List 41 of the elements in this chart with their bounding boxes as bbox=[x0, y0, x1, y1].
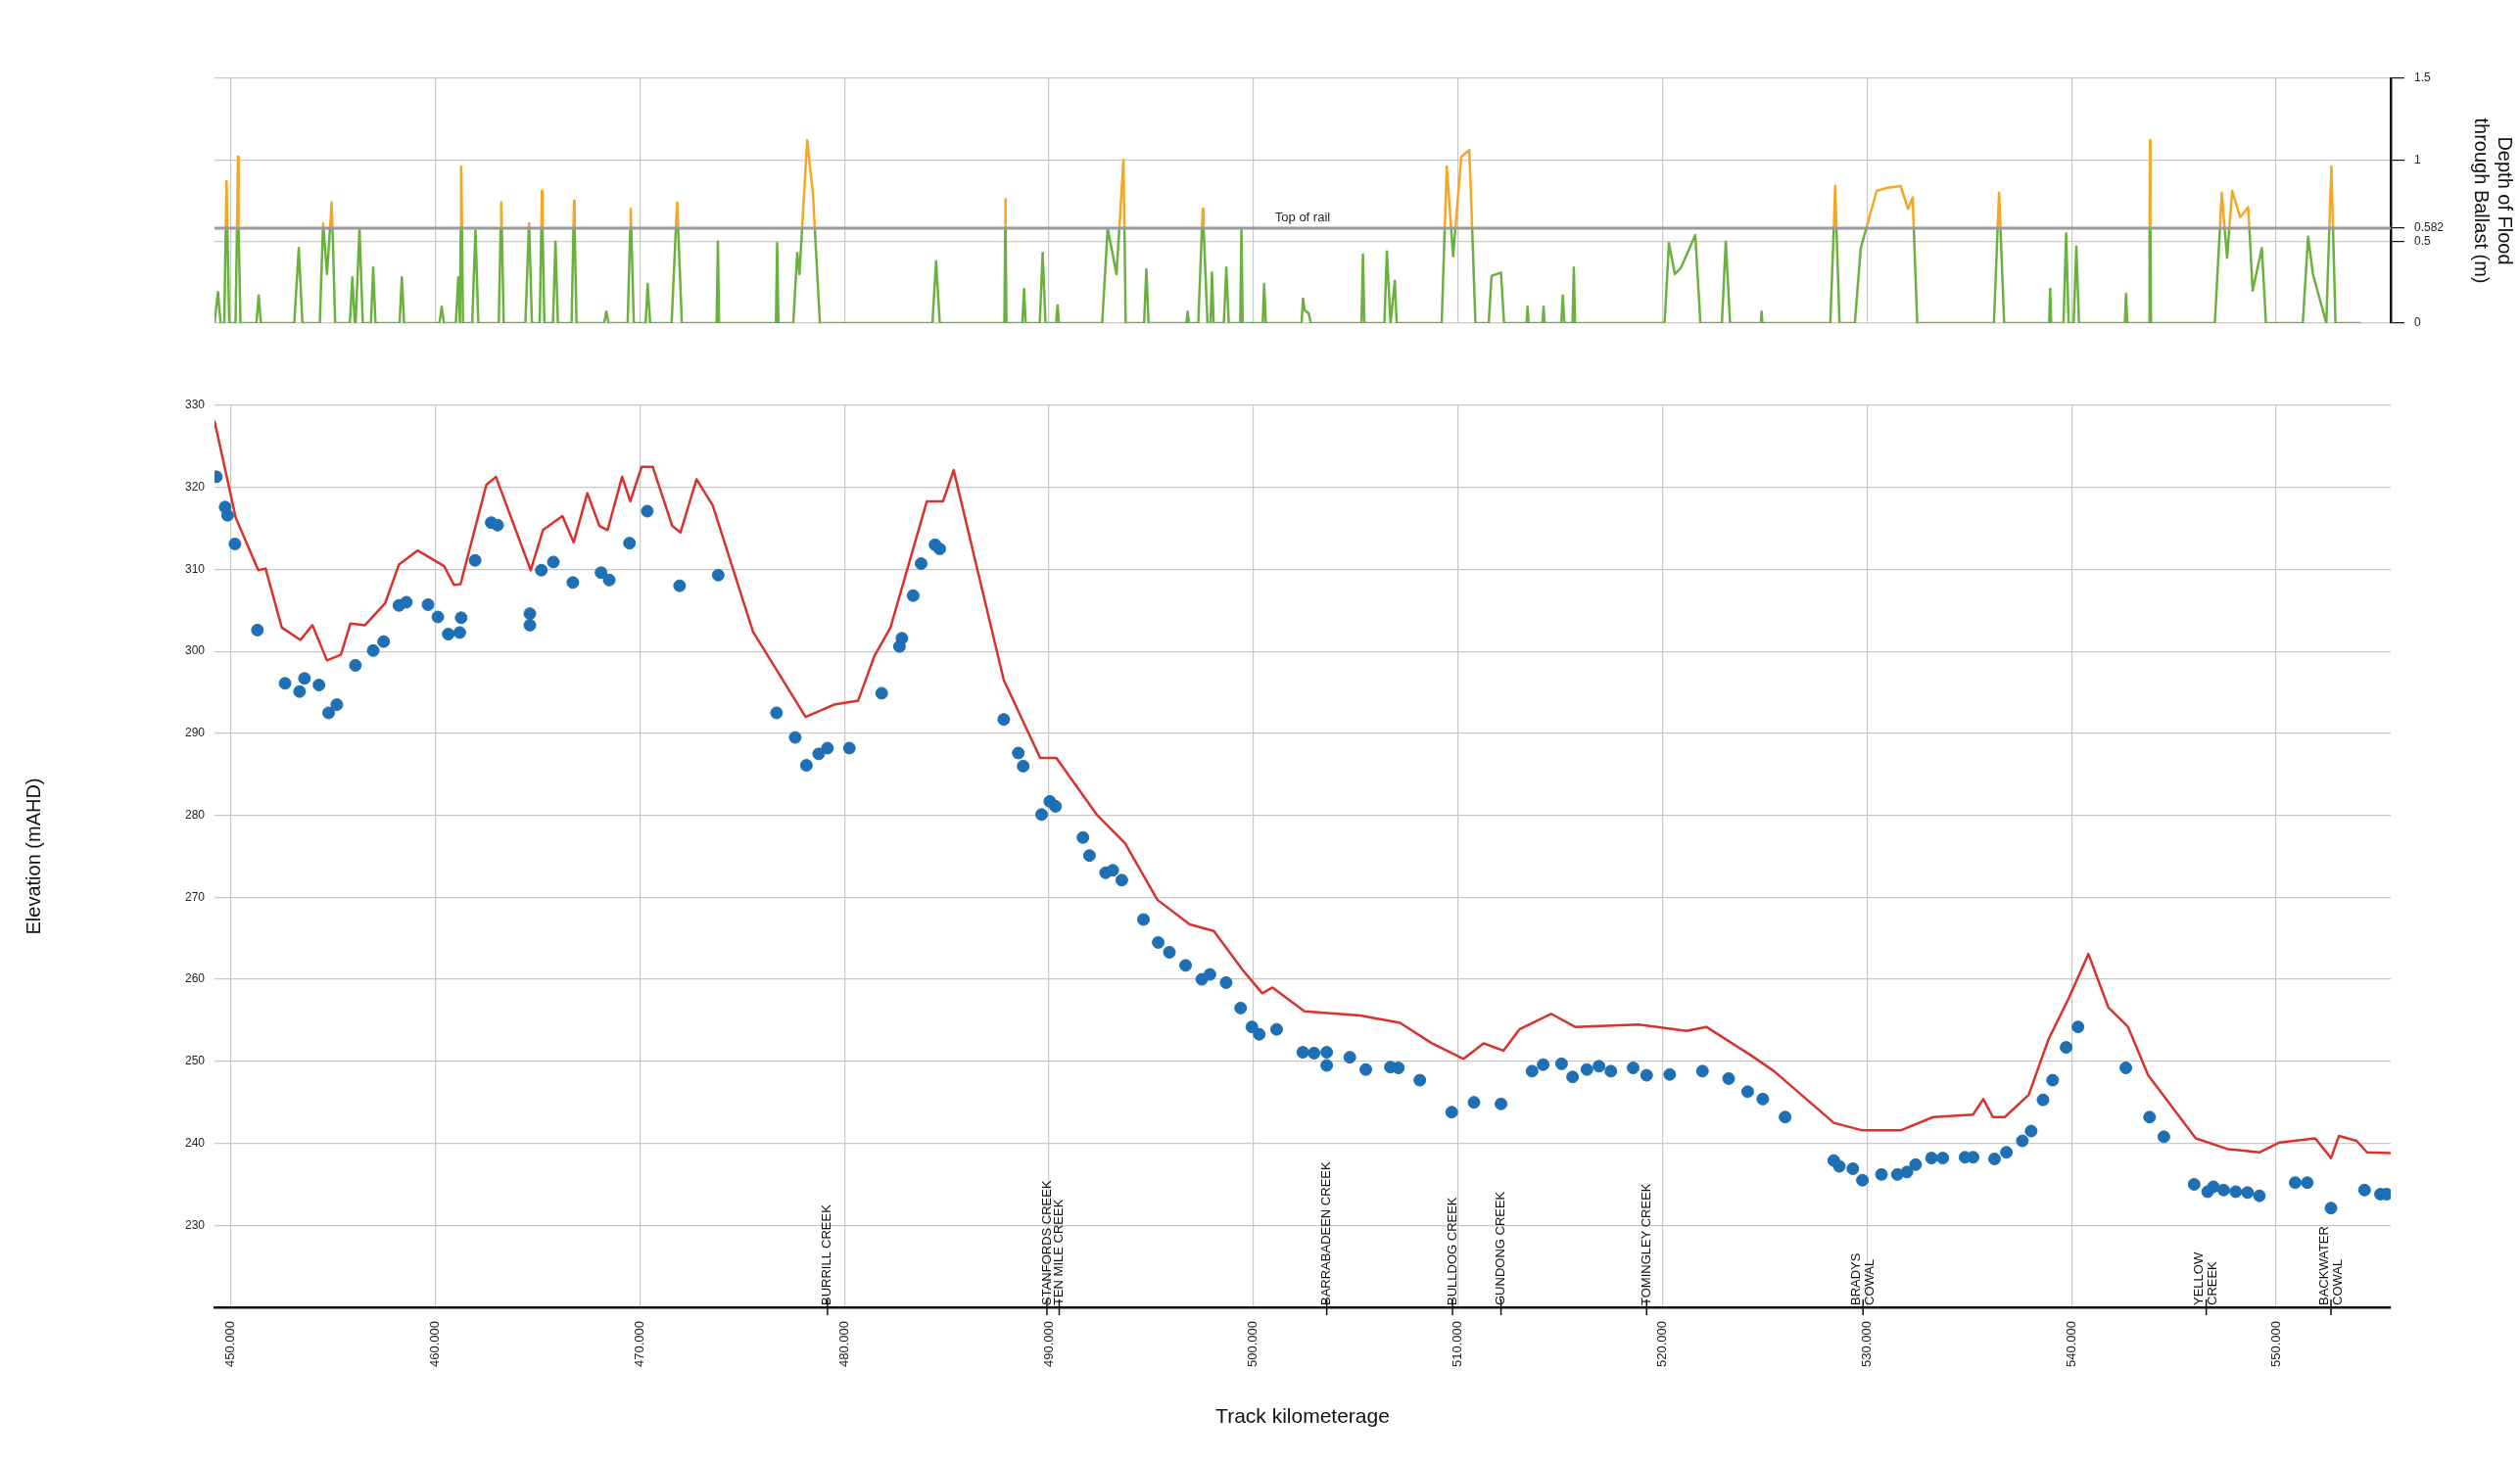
annotation: GUNDONG CREEK bbox=[1493, 1191, 1508, 1305]
x-axis-title: Track kilometerage bbox=[1215, 1404, 1390, 1428]
y-tick-label: 330 bbox=[184, 398, 206, 412]
annotation: STANFORDS CREEK bbox=[1038, 1180, 1054, 1305]
x-tick-label: 520.000 bbox=[1654, 1321, 1670, 1367]
y-tick-label: 0 bbox=[2414, 315, 2421, 330]
x-tick-label: 510.000 bbox=[1450, 1321, 1465, 1367]
y-tick-label: 300 bbox=[184, 643, 206, 658]
x-tick-label: 470.000 bbox=[631, 1321, 646, 1367]
x-tick-label: 540.000 bbox=[2063, 1321, 2078, 1367]
annotation: BURRILL CREEK bbox=[819, 1203, 834, 1305]
y-tick-label: 260 bbox=[184, 971, 206, 986]
y-tick-label: 310 bbox=[184, 561, 206, 576]
y-tick-label: 250 bbox=[184, 1054, 206, 1068]
annotation: BULLDOG CREEK bbox=[1444, 1197, 1459, 1305]
ref-line-label: Top of rail bbox=[1274, 210, 1331, 225]
y-tick-label: 270 bbox=[184, 889, 206, 904]
y-tick-label: 240 bbox=[184, 1135, 206, 1150]
y-tick-label: 280 bbox=[184, 807, 206, 822]
annotation: YELLOW CREEK bbox=[2191, 1251, 2220, 1305]
x-tick-label: 490.000 bbox=[1040, 1321, 1056, 1367]
x-tick-label: 480.000 bbox=[835, 1321, 851, 1367]
y-tick-label: 0.5 bbox=[2414, 233, 2432, 248]
y-tick-label: 230 bbox=[184, 1217, 206, 1232]
x-tick-label: 460.000 bbox=[427, 1321, 443, 1367]
x-tick-label: 550.000 bbox=[2267, 1321, 2283, 1367]
y-tick-label: 1.5 bbox=[2414, 71, 2432, 85]
y-tick-label: 0.582 bbox=[2414, 220, 2445, 235]
annotation: TOMINGLEY CREEK bbox=[1638, 1183, 1653, 1305]
annotation: TEN MILE CREEK bbox=[1051, 1199, 1067, 1305]
x-tick-label: 530.000 bbox=[1858, 1321, 1874, 1367]
x-tick-label: 500.000 bbox=[1245, 1321, 1260, 1367]
y-tick-label: 1 bbox=[2414, 152, 2421, 166]
y-axis-title: Depth of Flood through Ballast (m) bbox=[2471, 118, 2517, 284]
y-tick-label: 290 bbox=[184, 726, 206, 740]
y-tick-label: 320 bbox=[184, 480, 206, 495]
annotation: BRADYS COWAL bbox=[1847, 1252, 1877, 1305]
y-axis-title: Elevation (mAHD) bbox=[22, 778, 44, 935]
annotation: BARRABADEEN CREEK bbox=[1318, 1161, 1334, 1305]
x-tick-label: 450.000 bbox=[222, 1321, 238, 1367]
annotation: BACKWATER COWAL bbox=[2315, 1226, 2345, 1305]
